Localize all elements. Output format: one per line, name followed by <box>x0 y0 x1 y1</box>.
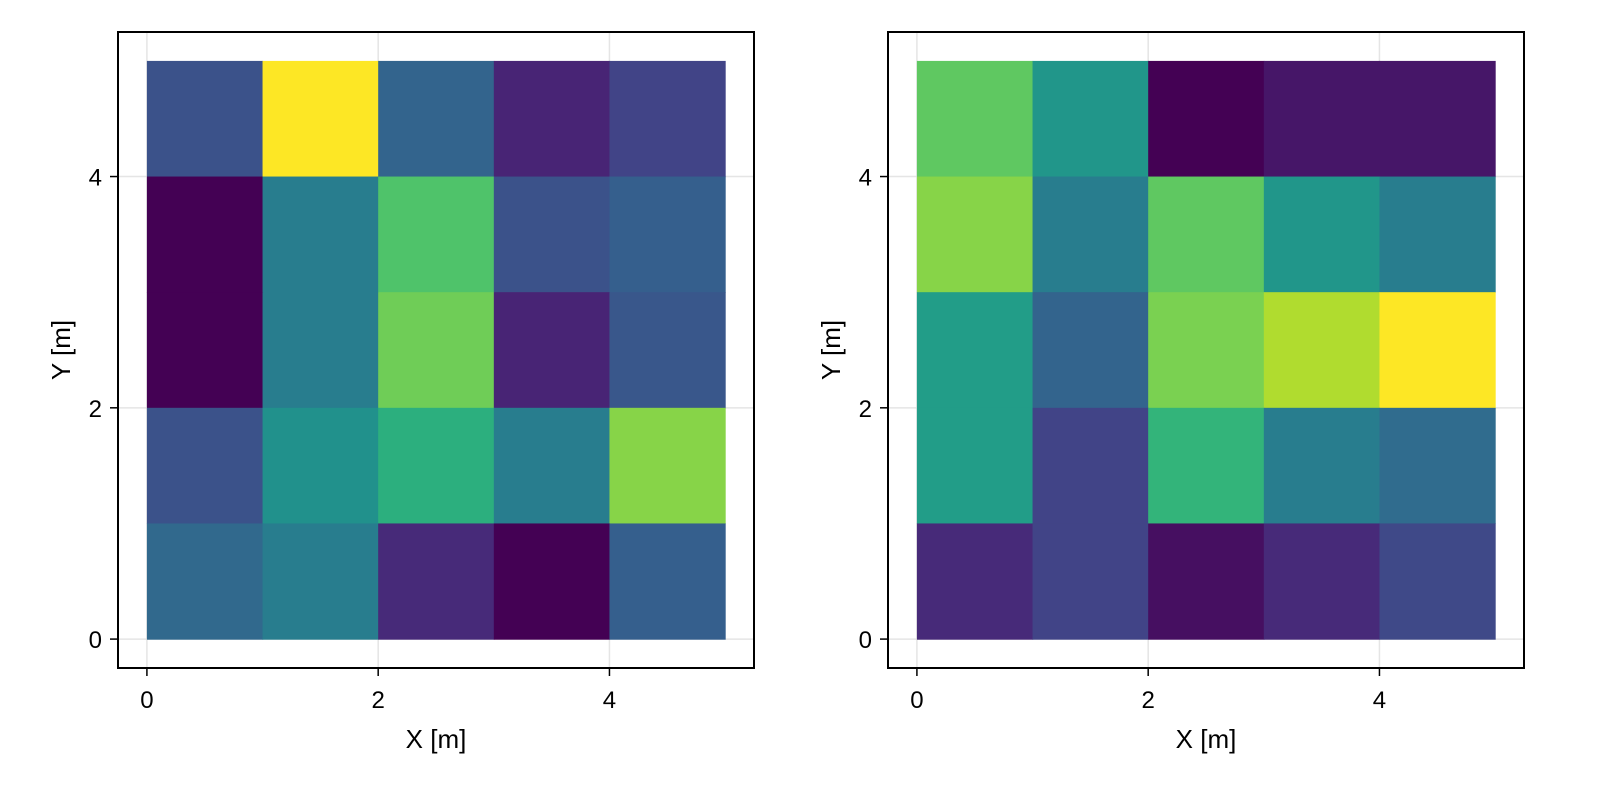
heatmap-cell-r4-c1 <box>1032 523 1149 640</box>
heatmap-cell-r1-c0 <box>146 176 264 293</box>
x-tick-label: 2 <box>1142 687 1155 714</box>
heatmap-cell-r0-c3 <box>1263 60 1381 178</box>
heatmap-cell-r3-c0 <box>146 407 264 525</box>
heatmap-cell-r3-c4 <box>1379 407 1496 525</box>
heatmap-cell-r3-c4 <box>609 407 726 525</box>
x-tick-label: 0 <box>140 687 153 714</box>
x-tick-label: 2 <box>372 687 385 714</box>
heatmap-cell-r0-c0 <box>916 60 1034 178</box>
heatmap-cell-r0-c2 <box>1148 60 1265 178</box>
y-tick-label: 0 <box>859 627 872 654</box>
heatmap-cell-r3-c2 <box>1148 407 1265 525</box>
heatmap-cell-r4-c4 <box>609 523 726 640</box>
heatmap-cell-r2-c0 <box>146 292 264 409</box>
heatmap-cell-r1-c2 <box>378 176 495 293</box>
heatmap-cell-r0-c3 <box>493 60 611 178</box>
heatmap-cell-r2-c0 <box>916 292 1034 409</box>
y-tick-label: 2 <box>859 396 872 423</box>
y-tick-label: 4 <box>859 165 872 192</box>
heatmap-cell-r2-c4 <box>609 292 726 409</box>
heatmap-cell-r1-c2 <box>1148 176 1265 293</box>
heatmap-cell-r4-c4 <box>1379 523 1496 640</box>
heatmap-panel-left: 0 2 4 0 2 4 X [m] Y [m] <box>46 31 755 754</box>
y-tick-label: 4 <box>89 165 102 192</box>
heatmap-cell-r0-c2 <box>378 60 495 178</box>
y-tick-label: 2 <box>89 396 102 423</box>
heatmap-cell-r1-c1 <box>1032 176 1149 293</box>
heatmap-cell-r2-c4 <box>1379 292 1496 409</box>
x-tick-label: 4 <box>1373 687 1386 714</box>
axes-frame <box>887 31 1525 669</box>
heatmap-cell-r3-c1 <box>262 407 379 525</box>
heatmap-cell-r4-c3 <box>493 523 611 640</box>
heatmap-cell-r0-c4 <box>1379 60 1496 178</box>
heatmap-cell-r3-c1 <box>1032 407 1149 525</box>
heatmap-cell-r3-c0 <box>916 407 1034 525</box>
y-axis-label: Y [m] <box>816 320 846 380</box>
heatmap-cell-r4-c3 <box>1263 523 1381 640</box>
heatmap-cell-r1-c3 <box>1263 176 1381 293</box>
heatmap-cell-r4-c1 <box>262 523 379 640</box>
heatmap-cell-r2-c2 <box>378 292 495 409</box>
heatmap-cell-r1-c4 <box>1379 176 1496 293</box>
y-axis-label: Y [m] <box>46 320 76 380</box>
heatmap-cell-r1-c3 <box>493 176 611 293</box>
heatmap-cell-r0-c0 <box>146 60 264 178</box>
heatmap-cell-r2-c2 <box>1148 292 1265 409</box>
heatmap-cell-r4-c2 <box>378 523 495 640</box>
heatmap-cell-r3-c3 <box>1263 407 1381 525</box>
heatmap-panel-right: 0 2 4 0 2 4 X [m] Y [m] <box>816 31 1525 754</box>
heatmap-cell-r4-c0 <box>916 523 1034 640</box>
x-axis-label: X [m] <box>406 724 467 754</box>
heatmap-cell-r0-c1 <box>1032 60 1149 178</box>
heatmap-cell-r0-c4 <box>609 60 726 178</box>
x-axis-label: X [m] <box>1176 724 1237 754</box>
heatmap-cell-r2-c1 <box>1032 292 1149 409</box>
heatmap-cell-r1-c0 <box>916 176 1034 293</box>
heatmap-cell-r1-c1 <box>262 176 379 293</box>
y-tick-label: 0 <box>89 627 102 654</box>
x-tick-label: 4 <box>603 687 616 714</box>
x-tick-label: 0 <box>910 687 923 714</box>
heatmap-cell-r3-c3 <box>493 407 611 525</box>
heatmap-cell-r4-c0 <box>146 523 264 640</box>
heatmap-cell-r2-c3 <box>493 292 611 409</box>
heatmap-cell-r2-c3 <box>1263 292 1381 409</box>
heatmap-cell-r4-c2 <box>1148 523 1265 640</box>
heatmap-cell-r3-c2 <box>378 407 495 525</box>
heatmap-cell-r1-c4 <box>609 176 726 293</box>
heatmap-cell-r2-c1 <box>262 292 379 409</box>
axes-frame <box>117 31 755 669</box>
heatmap-cell-r0-c1 <box>262 60 379 178</box>
